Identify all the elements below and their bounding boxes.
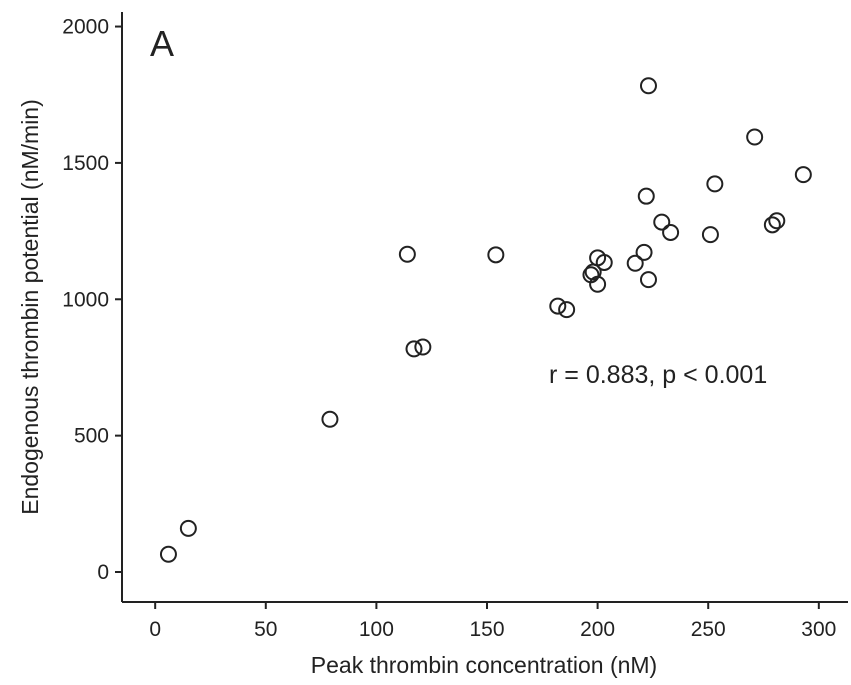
data-point (746, 128, 764, 146)
axes (121, 12, 848, 603)
y-tick-label: 1000 (62, 288, 109, 311)
x-tick-label: 150 (469, 618, 504, 641)
x-tick-label: 300 (801, 618, 836, 641)
data-point (706, 175, 724, 193)
data-point (701, 226, 719, 244)
data-point (549, 297, 567, 315)
data-point (635, 243, 653, 261)
data-point (639, 271, 657, 289)
x-tick-label: 100 (359, 618, 394, 641)
y-tick-label: 2000 (62, 16, 109, 39)
data-point (398, 245, 416, 263)
data-point (159, 545, 177, 563)
data-point (763, 216, 781, 234)
data-points (159, 77, 812, 563)
data-point (626, 254, 644, 272)
x-tick-label: 250 (691, 618, 726, 641)
data-point (414, 338, 432, 356)
data-point (179, 519, 197, 537)
x-tick-label: 0 (149, 618, 161, 641)
data-point (405, 340, 423, 358)
data-point (768, 212, 786, 230)
data-point (589, 275, 607, 293)
data-point (487, 246, 505, 264)
y-tick-label: 0 (97, 561, 109, 584)
y-axis-ticks: 0 500 1000 1500 2000 (62, 16, 122, 584)
data-point (662, 223, 680, 241)
y-tick-label: 1500 (62, 152, 109, 175)
data-point (637, 187, 655, 205)
x-tick-label: 200 (580, 618, 615, 641)
x-axis-ticks: 0 50 100 150 200 250 300 (149, 602, 836, 641)
data-point (653, 213, 671, 231)
data-point (639, 77, 657, 95)
y-tick-label: 500 (74, 425, 109, 448)
panel-label: A (150, 23, 174, 64)
data-point (321, 410, 339, 428)
data-point (595, 253, 613, 271)
data-point (794, 166, 812, 184)
y-axis-title: Endogenous thrombin potential (nM/min) (17, 99, 43, 515)
x-tick-label: 50 (254, 618, 277, 641)
correlation-annotation: r = 0.883, p < 0.001 (549, 361, 767, 389)
x-axis-title: Peak thrombin concentration (nM) (311, 652, 657, 678)
data-point (558, 301, 576, 319)
